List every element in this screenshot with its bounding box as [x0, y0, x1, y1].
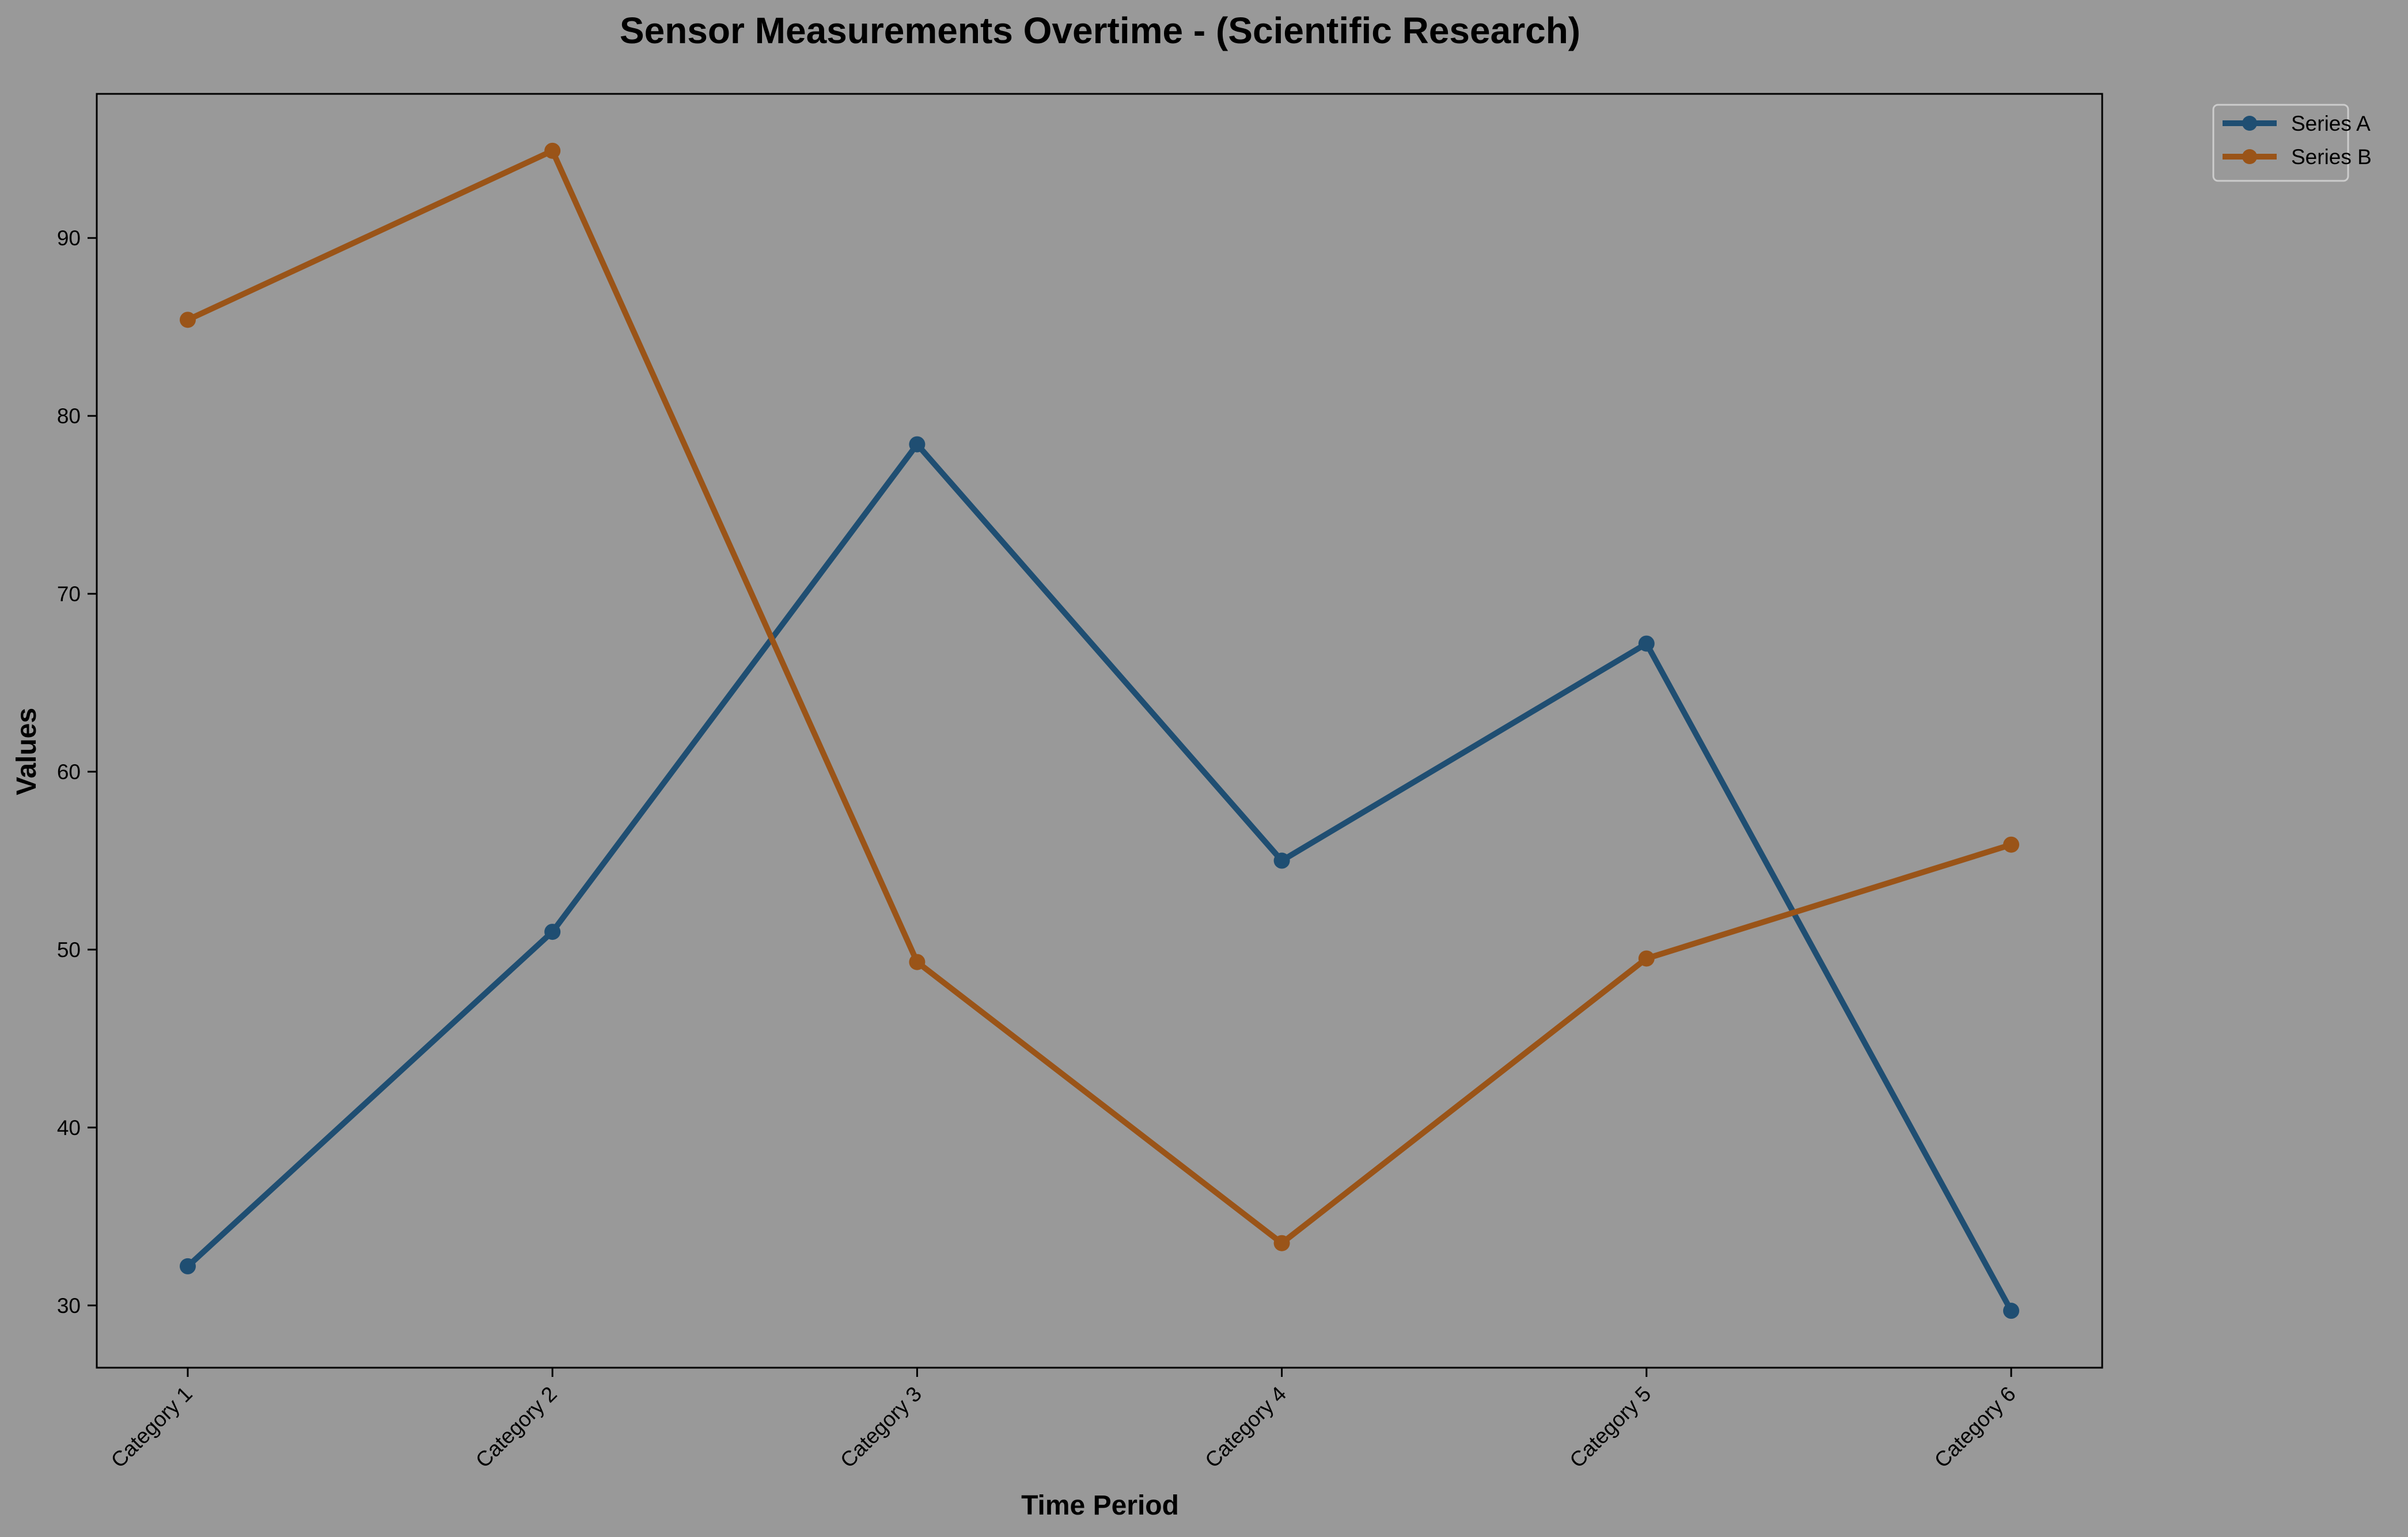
- data-point: [1638, 635, 1655, 652]
- plot-background: [97, 94, 2102, 1368]
- legend-label: Series B: [2291, 145, 2372, 169]
- data-point: [2003, 1303, 2019, 1319]
- data-point: [1273, 852, 1290, 869]
- data-point: [909, 954, 926, 970]
- data-point: [1273, 1235, 1290, 1251]
- y-tick-label: 30: [57, 1294, 81, 1318]
- data-point: [1638, 950, 1655, 967]
- x-axis-label: Time Period: [1021, 1490, 1179, 1521]
- series-line-1: [185, 441, 2014, 1314]
- data-point: [180, 312, 196, 328]
- y-tick-label: 50: [57, 938, 81, 962]
- y-tick-label: 80: [57, 404, 81, 428]
- legend-marker: [2242, 149, 2257, 164]
- data-point: [544, 142, 561, 159]
- y-tick-label: 90: [57, 226, 81, 250]
- y-tick-label: 60: [57, 760, 81, 784]
- data-point: [544, 924, 561, 940]
- legend: Series A Series B: [2212, 104, 2372, 182]
- legend-marker: [2242, 116, 2257, 131]
- y-axis-label: Values: [12, 708, 42, 795]
- y-tick-label: 40: [57, 1116, 81, 1140]
- series-line-2: [185, 147, 2014, 1246]
- plot-frame: [96, 93, 2103, 1369]
- y-tick-label: 70: [57, 582, 81, 606]
- data-point: [2003, 836, 2019, 853]
- legend-label: Series A: [2291, 112, 2371, 135]
- data-point: [909, 436, 926, 453]
- chart-title: Sensor Measurements Overtime - (Scientif…: [620, 10, 1580, 51]
- data-point: [180, 1258, 196, 1274]
